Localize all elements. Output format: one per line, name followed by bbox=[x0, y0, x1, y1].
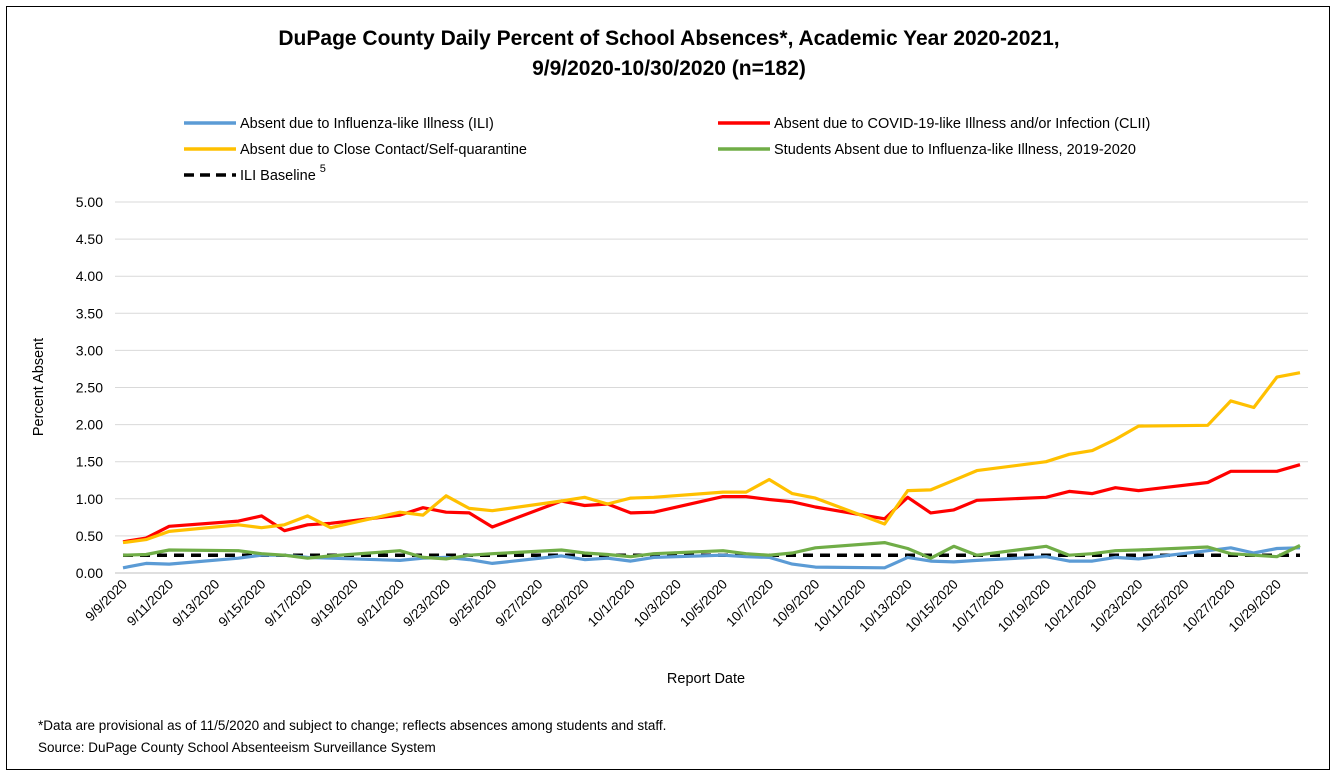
chart-title: DuPage County Daily Percent of School Ab… bbox=[0, 24, 1338, 84]
legend-label: Students Absent due to Influenza-like Il… bbox=[774, 142, 1136, 158]
y-axis-label: Percent Absent bbox=[31, 338, 47, 436]
x-tick-label: 9/27/2020 bbox=[492, 577, 545, 630]
x-tick-label: 9/25/2020 bbox=[446, 577, 499, 630]
x-tick-label: 10/5/2020 bbox=[677, 577, 730, 630]
y-tick-label: 0.50 bbox=[76, 528, 103, 544]
y-axis-ticks: 0.00 0.50 1.00 1.50 2.00 2.50 3.00 3.50 4.00 4.50… bbox=[76, 194, 103, 581]
x-tick-label: 9/15/2020 bbox=[216, 577, 269, 630]
y-tick-label: 5.00 bbox=[76, 194, 103, 210]
x-axis-label: Report Date bbox=[667, 671, 745, 687]
y-tick-label: 1.00 bbox=[76, 491, 103, 507]
legend-label: Absent due to COVID-19-like Illness and/… bbox=[774, 116, 1150, 132]
x-tick-label: 10/1/2020 bbox=[585, 577, 638, 630]
series-line-3 bbox=[122, 540, 1301, 561]
y-tick-label: 3.50 bbox=[76, 305, 103, 321]
y-tick-label: 3.00 bbox=[76, 342, 103, 358]
y-tick-label: 2.50 bbox=[76, 380, 103, 396]
legend-label-superscript: 5 bbox=[320, 163, 326, 175]
chart-title-line-1: DuPage County Daily Percent of School Ab… bbox=[278, 27, 1060, 50]
y-tick-label: 4.50 bbox=[76, 231, 103, 247]
x-tick-label: 9/19/2020 bbox=[308, 577, 361, 630]
series-line-1 bbox=[122, 463, 1301, 544]
footnote-source: Source: DuPage County School Absenteeism… bbox=[38, 740, 436, 755]
y-tick-label: 4.00 bbox=[76, 268, 103, 284]
y-tick-label: 2.00 bbox=[76, 417, 103, 433]
x-tick-label: 9/29/2020 bbox=[539, 577, 592, 630]
x-tick-label: 9/21/2020 bbox=[354, 577, 407, 630]
x-axis-ticks: 9/9/20209/11/20209/13/20209/15/20209/17/… bbox=[82, 577, 1284, 635]
x-tick-label: 10/7/2020 bbox=[723, 577, 776, 630]
footnote-provisional: *Data are provisional as of 11/5/2020 an… bbox=[38, 718, 667, 733]
y-tick-label: 1.50 bbox=[76, 454, 103, 470]
x-tick-label: 9/23/2020 bbox=[400, 577, 453, 630]
chart-title-line-2: 9/9/2020-10/30/2020 (n=182) bbox=[532, 57, 806, 80]
legend-label: Absent due to Close Contact/Self-quarant… bbox=[240, 142, 527, 158]
series-line-2 bbox=[122, 371, 1301, 545]
legend-label: ILI Baseline 5 bbox=[240, 163, 326, 184]
x-tick-label: 9/11/2020 bbox=[124, 577, 176, 629]
legend-label: Absent due to Influenza-like Illness (IL… bbox=[240, 116, 494, 132]
gridlines bbox=[115, 201, 1308, 574]
series-lines bbox=[122, 371, 1301, 570]
x-tick-label: 10/3/2020 bbox=[631, 577, 684, 630]
x-tick-label: 9/17/2020 bbox=[262, 577, 315, 630]
x-tick-label: 9/13/2020 bbox=[169, 577, 222, 630]
x-tick-label: 9/9/2020 bbox=[82, 577, 130, 625]
y-tick-label: 0.00 bbox=[76, 565, 103, 581]
legend: Absent due to Influenza-like Illness (IL… bbox=[184, 116, 1150, 184]
